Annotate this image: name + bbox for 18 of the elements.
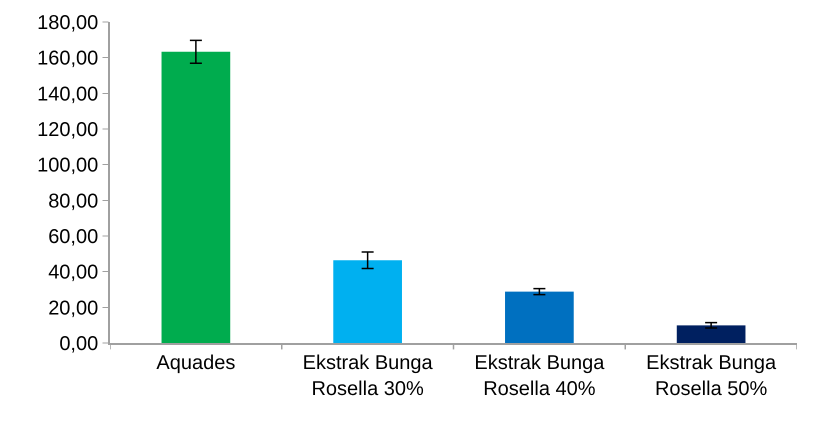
- y-tick-label: 120,00: [37, 119, 98, 141]
- bar: [676, 325, 746, 343]
- y-tick-label: 20,00: [48, 297, 98, 320]
- y-tick-label: 180,00: [37, 12, 98, 34]
- bar: [162, 52, 230, 343]
- y-tick-label: 80,00: [48, 190, 98, 212]
- bar: [333, 260, 402, 343]
- x-tick-label: Ekstrak Bunga Rosella 50%: [646, 352, 778, 400]
- y-tick-label: 60,00: [48, 226, 98, 248]
- y-tick-label: 100,00: [37, 154, 98, 177]
- y-tick-label: 160,00: [37, 48, 98, 70]
- y-tick-label: 140,00: [37, 83, 98, 106]
- x-tick-label: Ekstrak Bunga Rosella 40%: [474, 352, 606, 400]
- y-tick-label: 0,00: [59, 333, 98, 355]
- bar: [505, 292, 574, 343]
- y-tick-label: 40,00: [48, 262, 98, 284]
- x-tick-label: Ekstrak Bunga Rosella 30%: [302, 352, 434, 400]
- x-tick-label: Aquades: [156, 352, 236, 374]
